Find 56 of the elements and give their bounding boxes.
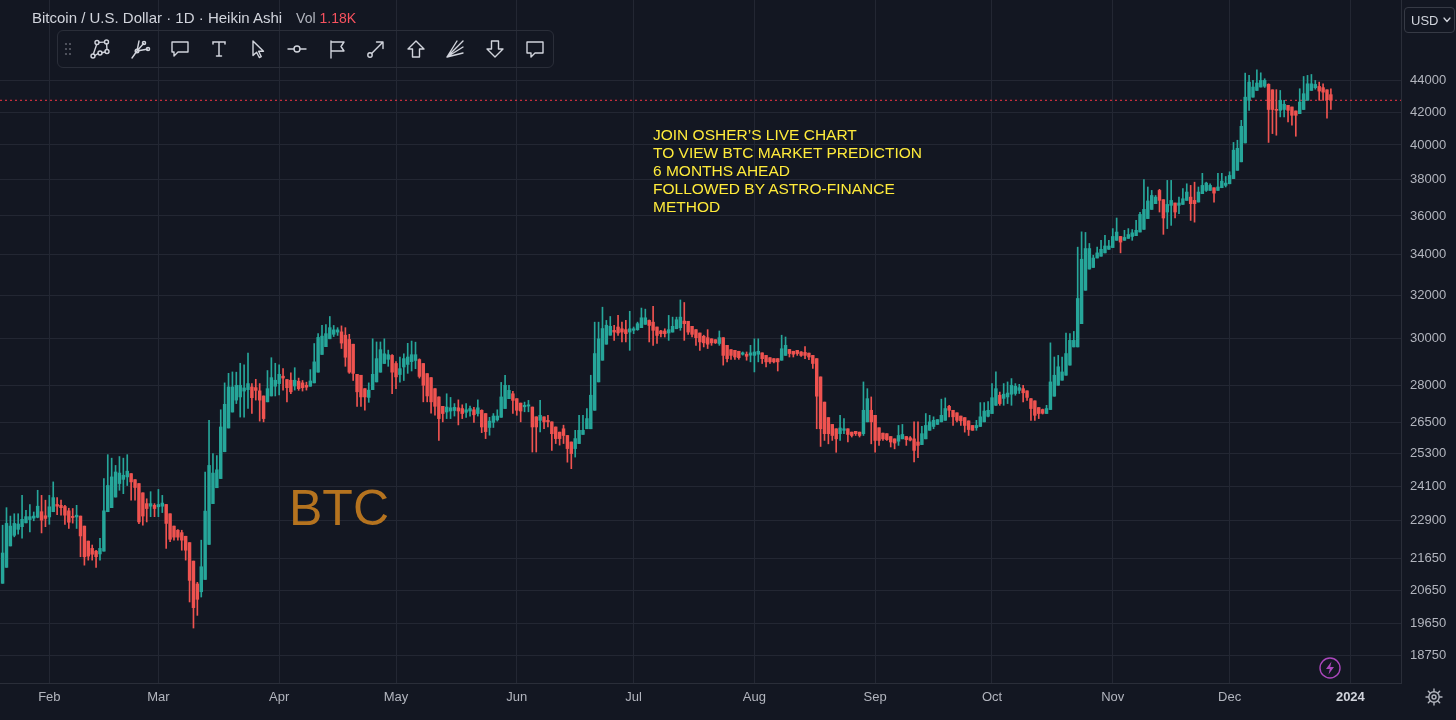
- y-tick-label: 44000: [1410, 72, 1447, 88]
- x-tick-label: Jul: [625, 689, 643, 705]
- candlestick: [916, 421, 920, 458]
- y-tick-label: 36000: [1410, 207, 1447, 223]
- y-tick-label: 25300: [1410, 445, 1447, 461]
- y-tick-label: 21650: [1410, 550, 1447, 566]
- candlestick: [842, 418, 846, 434]
- x-tick-label: 2024: [1335, 689, 1366, 705]
- y-tick-label: 20650: [1410, 582, 1447, 598]
- y-tick-label: 19650: [1410, 615, 1447, 631]
- annotation: JOIN OSHER’S LIVE CHART TO VIEW BTC MARKET PREDICTION 6 MONTHS AHEAD FOLLOWED BY ASTRO-FINANCE METHOD: [653, 126, 922, 216]
- x-tick-label: Jun: [506, 689, 528, 705]
- candlestick: [238, 362, 242, 418]
- candlestick: [464, 403, 468, 418]
- x-tick-label: Nov: [1101, 689, 1125, 705]
- y-tick-label: 30000: [1410, 330, 1447, 346]
- candlestick: [70, 508, 75, 524]
- annotation: Vol 1.18K: [296, 10, 357, 26]
- candlestick: [620, 321, 624, 343]
- candlestick: [1177, 196, 1181, 215]
- candlestick: [1317, 81, 1321, 101]
- candlestick: [28, 504, 32, 533]
- candlestick: [55, 497, 59, 515]
- y-tick-label: 28000: [1410, 376, 1447, 392]
- candlestick: [612, 324, 616, 341]
- annotation: BTC: [289, 480, 389, 536]
- candlestick: [651, 306, 655, 346]
- candlestick: [538, 400, 542, 433]
- text: Bitcoin / U.S. Dollar · 1D · Heikin Ashi: [32, 9, 283, 26]
- candlestick: [1216, 173, 1220, 191]
- candlestick: [20, 495, 24, 539]
- x-tick-label: Sep: [863, 689, 887, 705]
- x-tick-label: Apr: [269, 689, 290, 705]
- y-tick-label: 38000: [1410, 171, 1447, 187]
- y-tick-label: 22900: [1410, 512, 1447, 528]
- candlestick: [273, 362, 277, 397]
- x-tick-label: Aug: [742, 689, 766, 705]
- y-tick-label: 34000: [1410, 246, 1447, 262]
- candlestick: [160, 495, 165, 513]
- y-tick-label: 42000: [1410, 103, 1447, 119]
- x-tick-label: Mar: [147, 689, 171, 705]
- candlestick: [1321, 83, 1325, 101]
- x-tick-label: Feb: [38, 689, 61, 705]
- y-tick-label: 24100: [1410, 477, 1447, 493]
- candlestick: [1169, 180, 1173, 226]
- candlestick: [1294, 110, 1298, 137]
- x-tick-label: Oct: [981, 689, 1003, 705]
- candlestick: [838, 414, 842, 441]
- y-tick-label: 18750: [1410, 647, 1447, 663]
- y-tick-label: 32000: [1410, 286, 1447, 302]
- x-tick-label: May: [383, 689, 409, 705]
- candlestick: [624, 320, 628, 343]
- y-tick-label: 26500: [1410, 413, 1447, 429]
- x-tick-label: Dec: [1218, 689, 1242, 705]
- text: USD: [1411, 13, 1439, 28]
- y-tick-label: 40000: [1410, 136, 1447, 152]
